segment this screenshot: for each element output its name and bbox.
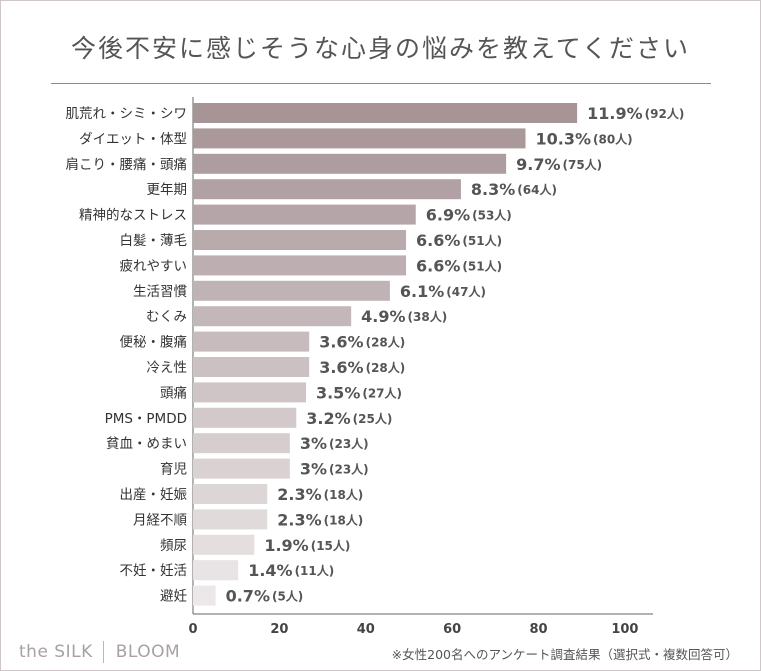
count-label: (18人) xyxy=(324,487,364,502)
bar xyxy=(193,433,290,454)
category-label: ダイエット・体型 xyxy=(79,131,187,147)
value-label: 3% xyxy=(300,460,327,479)
count-label: (64人) xyxy=(517,182,557,197)
bar xyxy=(193,382,306,403)
value-label: 1.4% xyxy=(248,561,292,580)
category-label: むくみ xyxy=(146,309,187,325)
bar xyxy=(193,357,310,377)
category-label: 頭痛 xyxy=(160,384,187,401)
bar xyxy=(193,280,390,301)
category-label: 冷え性 xyxy=(147,360,188,376)
category-label: 更年期 xyxy=(147,182,188,198)
category-label: 貧血・めまい xyxy=(106,436,187,452)
count-label: (75人) xyxy=(562,157,602,172)
category-label: 疲れやすい xyxy=(120,257,188,274)
count-label: (53人) xyxy=(472,208,512,223)
bar xyxy=(193,585,216,606)
bar xyxy=(193,306,352,327)
category-label: 精神的なストレス xyxy=(79,208,187,224)
value-label: 3.6% xyxy=(319,358,363,377)
bar xyxy=(193,534,255,555)
count-label: (25人) xyxy=(353,411,393,426)
x-tick-label: 80 xyxy=(529,622,547,637)
chart-title: 今後不安に感じそうな心身の悩みを教えてください xyxy=(70,34,690,63)
value-label: 6.6% xyxy=(416,231,460,250)
value-label: 2.3% xyxy=(277,510,321,529)
bar xyxy=(193,255,407,276)
value-label: 1.9% xyxy=(264,536,308,555)
category-label: 白髪・薄毛 xyxy=(120,233,188,249)
bar xyxy=(193,103,578,123)
count-label: (51人) xyxy=(462,233,502,248)
value-label: 3.2% xyxy=(306,409,350,428)
x-tick-label: 20 xyxy=(270,622,288,637)
value-label: 10.3% xyxy=(535,129,591,148)
brand-left-text: the SILK xyxy=(19,642,93,662)
bar xyxy=(193,204,416,225)
bar xyxy=(193,509,268,530)
category-label: 避妊 xyxy=(160,589,187,605)
x-tick-label: 60 xyxy=(443,622,461,637)
category-label: 月経不順 xyxy=(133,512,187,528)
count-label: (5人) xyxy=(272,589,303,604)
value-label: 6.6% xyxy=(416,256,460,275)
count-label: (80人) xyxy=(593,131,633,146)
category-label: 生活習慣 xyxy=(133,284,187,300)
bar xyxy=(193,560,239,581)
value-label: 3% xyxy=(300,434,327,453)
bar xyxy=(193,179,461,200)
bar xyxy=(193,230,407,250)
survey-footnote: ※女性200名へのアンケート調査結果（選択式・複数回答可） xyxy=(391,647,738,662)
count-label: (23人) xyxy=(329,462,369,477)
x-tick-label: 100 xyxy=(611,622,638,637)
bar xyxy=(193,458,290,479)
value-label: 6.9% xyxy=(426,206,470,225)
count-label: (27人) xyxy=(362,385,402,400)
count-label: (28人) xyxy=(366,335,406,350)
title-divider xyxy=(51,83,711,84)
x-tick-label: 0 xyxy=(188,622,197,637)
x-tick-label: 40 xyxy=(357,622,375,637)
bar xyxy=(193,331,310,352)
count-label: (92人) xyxy=(645,106,685,121)
value-label: 8.3% xyxy=(471,180,515,199)
category-label: 頻尿 xyxy=(160,538,187,554)
category-label: 出産・妊娠 xyxy=(120,487,188,503)
count-label: (38人) xyxy=(408,309,448,324)
brand-separator xyxy=(102,641,104,663)
bar xyxy=(193,484,268,504)
count-label: (18人) xyxy=(324,512,364,527)
value-label: 2.3% xyxy=(277,485,321,504)
value-label: 4.9% xyxy=(361,307,405,326)
count-label: (11人) xyxy=(295,563,335,578)
count-label: (51人) xyxy=(462,258,502,273)
value-label: 6.1% xyxy=(400,282,444,301)
count-label: (23人) xyxy=(329,436,369,451)
count-label: (47人) xyxy=(446,284,486,299)
bar xyxy=(193,128,526,149)
category-label: 育児 xyxy=(160,462,187,478)
bar xyxy=(193,153,507,174)
value-label: 3.5% xyxy=(316,383,360,402)
bar xyxy=(193,407,297,428)
count-label: (28人) xyxy=(366,360,406,375)
value-label: 0.7% xyxy=(226,587,270,606)
count-label: (15人) xyxy=(311,538,351,553)
category-label: 便秘・腹痛 xyxy=(120,334,188,351)
value-label: 11.9% xyxy=(587,104,643,123)
brand-logo: the SILK BLOOM xyxy=(19,641,180,663)
category-label: 不妊・妊活 xyxy=(120,563,188,579)
brand-right-text: BLOOM xyxy=(115,642,181,662)
value-label: 9.7% xyxy=(516,155,560,174)
category-label: PMS・PMDD xyxy=(105,411,187,427)
value-label: 3.6% xyxy=(319,333,363,352)
category-label: 肩こり・腰痛・頭痛 xyxy=(66,156,188,173)
category-label: 肌荒れ・シミ・シワ xyxy=(66,106,188,122)
